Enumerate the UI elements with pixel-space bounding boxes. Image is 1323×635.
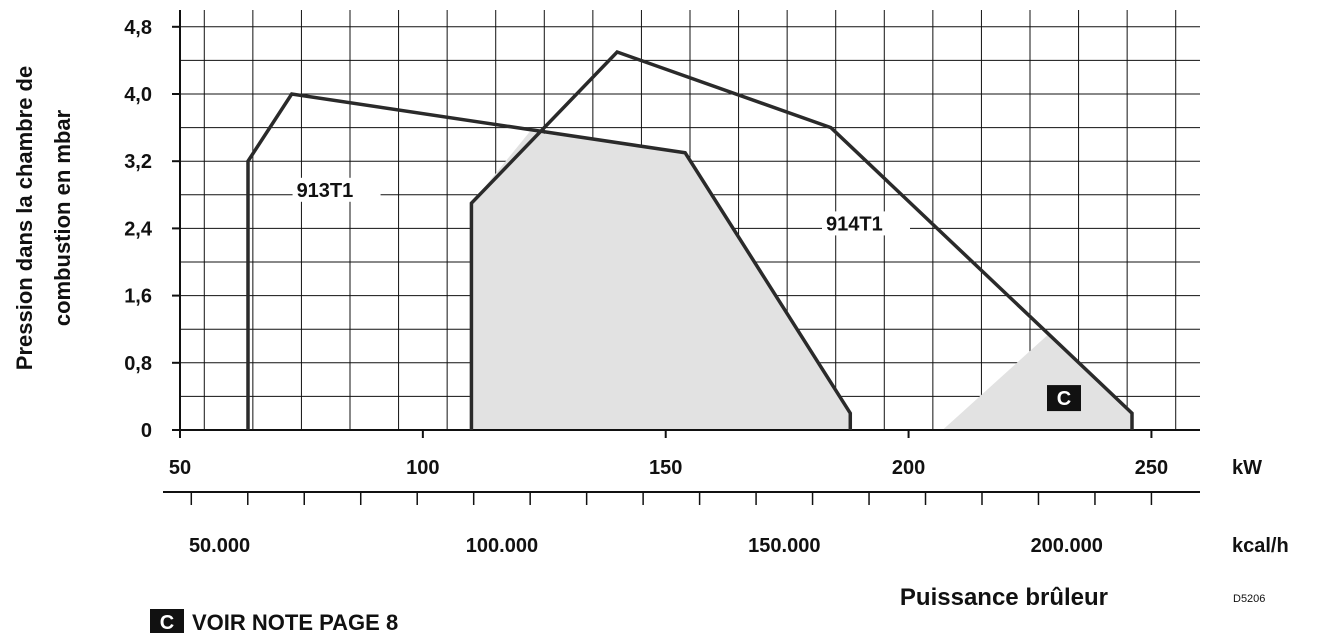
chart-marker-badge [1047, 385, 1081, 412]
series-label-914T1: 914T1 [826, 213, 883, 235]
series-group: 913T1 914T1 C [246, 49, 1134, 430]
x-tick-labels: 50 100 150 200 250 [169, 457, 1168, 479]
y-tick-label: 4,0 [124, 84, 152, 106]
x-axis-label: Puissance brûleur [900, 584, 1108, 611]
kcal-tick-label: 50.000 [189, 535, 250, 557]
y-tick-label: 0,8 [124, 353, 152, 375]
axes [172, 10, 1200, 438]
kcal-tick-label: 200.000 [1031, 535, 1103, 557]
shaded-region [471, 131, 1132, 431]
y-axis-label-line2: combustion en mbar [50, 109, 75, 326]
x-tick-label: 250 [1135, 457, 1168, 479]
kcal-scale: 50.000 100.000 150.000 200.000 [163, 491, 1200, 557]
x-tick-label: 200 [892, 457, 925, 479]
x-unit-kcal: kcal/h [1232, 535, 1289, 557]
kcal-tick-label: 150.000 [748, 535, 820, 557]
series-line-914T1 [469, 49, 1134, 430]
note-text: VOIR NOTE PAGE 8 [192, 610, 398, 635]
footnote: C VOIR NOTE PAGE 8 [150, 609, 398, 635]
series-line-913T1 [246, 92, 853, 430]
kcal-tick-label: 100.000 [466, 535, 538, 557]
series-label-913T1: 913T1 [297, 180, 354, 202]
y-tick-label: 1,6 [124, 286, 152, 308]
y-tick-label: 2,4 [124, 218, 153, 240]
note-marker-letter: C [160, 612, 174, 634]
chart-marker-letter: C [1057, 388, 1071, 410]
figure-code: D5206 [1233, 593, 1265, 605]
x-tick-label: 50 [169, 457, 191, 479]
y-tick-labels: 0 0,8 1,6 2,4 3,2 4,0 4,8 [124, 17, 153, 442]
y-axis-label-line1: Pression dans la chambre de [12, 66, 37, 370]
series-label-bg [822, 211, 910, 236]
series-label-bg [292, 177, 381, 202]
y-tick-label: 3,2 [124, 151, 152, 173]
x-tick-label: 100 [406, 457, 439, 479]
y-tick-label: 4,8 [124, 17, 152, 39]
x-tick-label: 150 [649, 457, 682, 479]
note-marker-badge [150, 609, 184, 633]
x-unit-kw: kW [1232, 457, 1262, 479]
y-tick-label: 0 [141, 420, 152, 442]
shaded-region-group [471, 131, 1132, 431]
